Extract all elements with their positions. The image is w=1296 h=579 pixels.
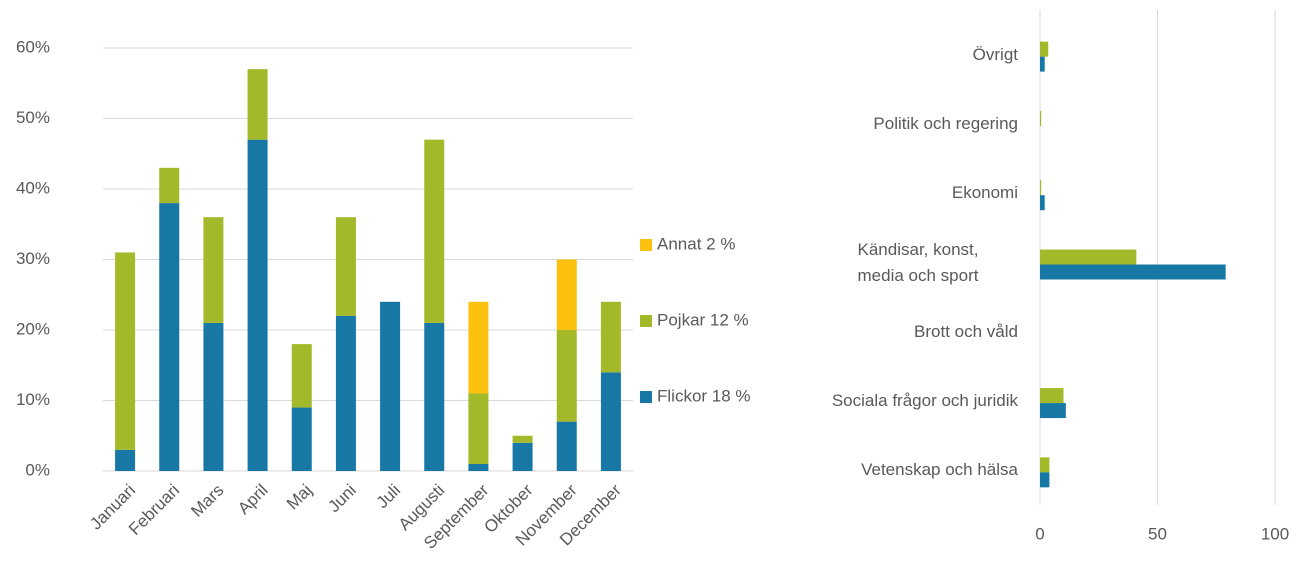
bar — [1040, 264, 1226, 280]
legend-label: Flickor 18 % — [657, 386, 751, 405]
bar-segment — [468, 393, 489, 464]
category-label: Ekonomi — [951, 183, 1018, 203]
bar-segment — [600, 372, 621, 471]
bar — [1040, 249, 1137, 265]
y-tick-label: 20% — [16, 319, 50, 338]
y-tick-label: 40% — [16, 178, 50, 197]
y-tick-label: 50% — [16, 108, 50, 127]
y-tick-label: 30% — [16, 249, 50, 268]
bar-segment — [247, 139, 268, 471]
bar-segment — [600, 301, 621, 373]
bar-segment — [115, 252, 136, 450]
bar-segment — [159, 167, 180, 204]
legend-swatch — [640, 239, 652, 251]
x-tick-label: Maj — [283, 481, 316, 514]
legend-swatch — [640, 315, 652, 327]
bar-segment — [512, 442, 533, 471]
legend-swatch — [640, 391, 652, 403]
bar — [1040, 195, 1045, 211]
x-tick-label: 0 — [1035, 524, 1044, 543]
bar-segment — [291, 407, 312, 471]
bar-segment — [335, 217, 356, 316]
category-label: Sociala frågor och juridik — [831, 391, 1018, 411]
bar — [1040, 180, 1042, 196]
x-tick-label: Juni — [324, 481, 359, 516]
bar — [1040, 56, 1045, 72]
bar-segment — [468, 301, 489, 394]
bar-segment — [115, 449, 136, 471]
bar-segment — [556, 330, 577, 422]
bar-segment — [291, 344, 312, 408]
category-label: Brott och våld — [914, 321, 1018, 341]
bar-segment — [556, 421, 577, 471]
x-tick-label: 50 — [1148, 524, 1167, 543]
x-tick-label: Mars — [187, 481, 227, 521]
y-tick-label: 10% — [16, 390, 50, 409]
bar — [1040, 388, 1064, 404]
bar — [1040, 472, 1050, 488]
bar — [1040, 110, 1042, 126]
category-label: Övrigt — [972, 44, 1018, 64]
bar-segment — [556, 259, 577, 330]
bar-segment — [203, 322, 224, 471]
y-tick-label: 0% — [25, 460, 50, 479]
x-tick-label: 100 — [1261, 524, 1289, 543]
bar-segment — [247, 69, 268, 140]
bar-segment — [159, 203, 180, 471]
bar-segment — [380, 301, 401, 471]
bar-segment — [335, 315, 356, 471]
category-label: Politik och regering — [873, 113, 1018, 133]
bar — [1040, 41, 1049, 57]
legend-label: Annat 2 % — [657, 234, 735, 253]
category-label: Vetenskap och hälsa — [861, 460, 1018, 480]
bar — [1040, 403, 1066, 419]
bar-segment — [424, 139, 445, 323]
bar-segment — [512, 435, 533, 443]
x-tick-label: April — [234, 481, 271, 518]
x-tick-label: Juli — [373, 481, 404, 512]
legend-label: Pojkar 12 % — [657, 310, 749, 329]
bar — [1040, 457, 1050, 473]
bar-segment — [203, 217, 224, 323]
category-label: Kändisar, konst, media och sport — [857, 239, 979, 285]
bar-segment — [468, 463, 489, 471]
bar-segment — [424, 322, 445, 471]
y-tick-label: 60% — [16, 37, 50, 56]
